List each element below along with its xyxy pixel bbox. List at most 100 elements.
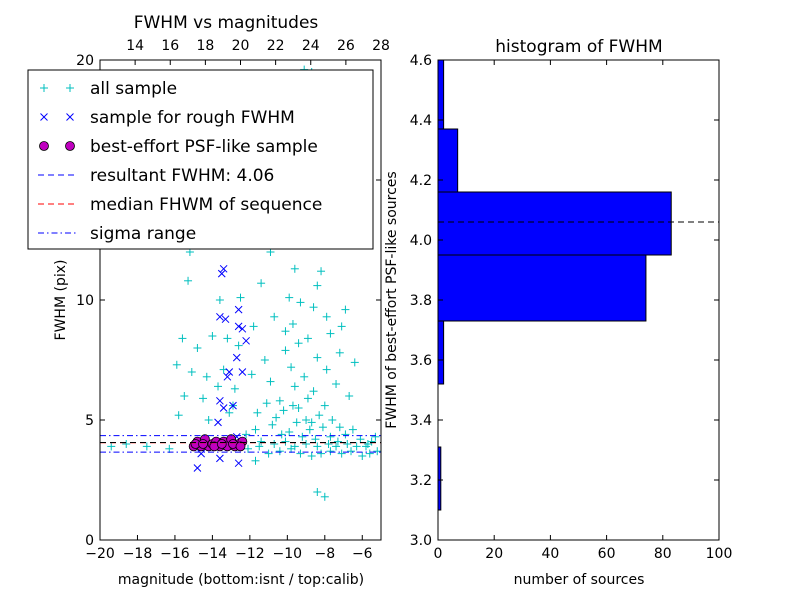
y-tick-label: 4.0 [410, 233, 432, 249]
scatter-point [247, 370, 256, 379]
legend-marker [39, 141, 49, 151]
x-tick-label: −20 [85, 546, 115, 562]
legend-marker [66, 113, 74, 121]
y-tick-label: 20 [76, 53, 94, 69]
x-tick-label: 0 [434, 546, 443, 562]
scatter-point [288, 401, 297, 410]
scatter-point [217, 269, 226, 278]
scatter-point [266, 377, 275, 386]
x-tick-label: 100 [706, 546, 733, 562]
scatter-point [320, 401, 329, 410]
scatter-point [317, 267, 326, 276]
scatter-point [275, 396, 284, 405]
scatter-point [172, 360, 181, 369]
scatter-point-b [238, 368, 247, 376]
scatter-point [232, 353, 241, 362]
x-tick-label: 20 [485, 546, 503, 562]
scatter-point [238, 368, 247, 376]
legend-marker-dot [65, 141, 75, 151]
scatter-point [223, 334, 232, 343]
scatter-point [326, 432, 335, 441]
y-tick-label: 3.4 [410, 413, 432, 429]
scatter-point [365, 449, 374, 458]
legend-item: sigma range [38, 224, 196, 244]
scatter-point [208, 332, 217, 340]
scatter-point [313, 353, 322, 362]
scatter-point [223, 372, 232, 381]
scatter-point [328, 416, 337, 424]
scatter-point [358, 452, 367, 460]
scatter-point [302, 440, 311, 448]
scatter-point [184, 276, 193, 285]
scatter-point [307, 418, 316, 427]
scatter-point [337, 449, 346, 458]
scatter-point [122, 440, 131, 448]
histogram-data-layer [438, 60, 719, 511]
scatter-point [187, 368, 196, 376]
scatter-point [214, 382, 223, 391]
scatter-point [225, 368, 234, 376]
legend-label: best-effort PSF-like sample [90, 137, 318, 157]
scatter-point [242, 430, 251, 439]
scatter-title: FWHM vs magnitudes [134, 13, 319, 33]
scatter-point [257, 279, 266, 288]
scatter-point [290, 442, 299, 451]
y-tick-label: 4.6 [410, 53, 432, 69]
scatter-point [347, 447, 356, 456]
scatter-point-dot [235, 441, 246, 452]
scatter-point-b [214, 418, 222, 427]
scatter-point [230, 384, 239, 393]
histogram-y-axis-label: FWHM of best-effort PSF-like sources [384, 171, 400, 428]
scatter-point [270, 440, 279, 448]
scatter-point [307, 452, 316, 460]
scatter-point [294, 404, 303, 412]
legend-item: best-effort PSF-like sample [39, 137, 318, 157]
scatter-point [341, 305, 350, 314]
scatter-point [178, 334, 187, 343]
scatter-point-b [234, 459, 243, 468]
legend-marker [65, 141, 75, 151]
scatter-point [335, 423, 344, 432]
scatter-point [356, 435, 365, 444]
scatter-point [204, 416, 213, 424]
x-tick-label: −6 [352, 546, 373, 562]
scatter-point [326, 329, 335, 338]
scatter-point [264, 449, 273, 458]
scatter-point [234, 459, 243, 468]
scatter-point [326, 447, 335, 456]
legend-marker-b [66, 113, 74, 121]
scatter-point [305, 425, 314, 434]
y-tick-label: 3.0 [410, 533, 432, 549]
scatter-point-dot [198, 439, 208, 449]
scatter-point-b [217, 269, 226, 278]
scatter-point [341, 430, 350, 439]
scatter-point [285, 293, 294, 302]
legend-marker [66, 84, 74, 92]
scatter-chart: −20−18−16−14−12−10−8−6051015201416182022… [27, 13, 390, 588]
scatter-point [257, 437, 266, 446]
scatter-point [337, 322, 346, 331]
scatter-point [281, 346, 290, 355]
scatter-point-b [197, 449, 206, 458]
scatter-point [251, 456, 260, 465]
scatter-point [243, 444, 252, 453]
scatter-point [234, 322, 243, 331]
scatter-point [313, 442, 322, 451]
scatter-point [221, 315, 230, 324]
scatter-point [309, 303, 318, 312]
scatter-point-b [234, 305, 243, 314]
legend-label: sigma range [90, 224, 196, 244]
x-tick-label: 60 [598, 546, 616, 562]
scatter-point [350, 358, 359, 367]
top-x-tick-label: 16 [161, 38, 179, 54]
scatter-point [262, 399, 271, 408]
scatter-point [352, 442, 361, 451]
scatter-point [288, 320, 297, 328]
scatter-point-dot [216, 439, 227, 449]
legend-item: median FHWM of sequence [38, 195, 322, 215]
scatter-point [216, 454, 224, 463]
scatter-point [279, 406, 288, 415]
scatter-point-b [219, 404, 228, 412]
top-x-tick-label: 26 [337, 38, 355, 54]
y-tick-label: 4.4 [410, 113, 432, 129]
